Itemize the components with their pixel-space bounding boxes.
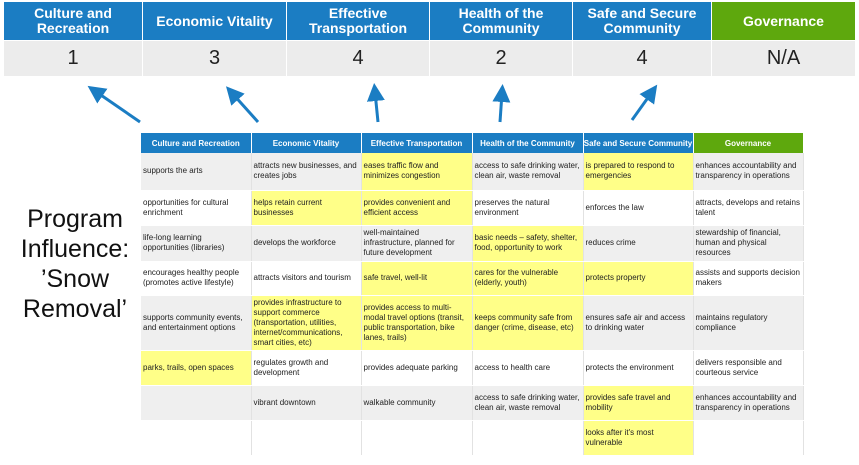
table-header: Economic Vitality [251, 133, 362, 153]
arrow-up-icon [366, 83, 385, 123]
table-cell: cares for the vulnerable (elderly, youth… [472, 261, 584, 296]
category-header: Governance [712, 2, 856, 40]
table-cell: vibrant downtown [251, 385, 362, 421]
table-cell: access to health care [472, 350, 584, 386]
title-line: ’Snow [40, 265, 110, 293]
category-header: Economic Vitality [143, 2, 287, 40]
table-cell: provides convenient and efficient access [361, 190, 473, 226]
arrow-up-icon [630, 84, 658, 121]
table-header: Culture and Recreation [141, 133, 252, 153]
title-line: Program [27, 205, 123, 233]
table-cell: attracts visitors and tourism [251, 261, 362, 296]
table-cell: safe travel, well-lit [361, 261, 473, 296]
category-header: Culture and Recreation [4, 2, 143, 40]
table-row: vibrant downtown walkable community access… [141, 385, 804, 421]
table-row: supports the arts attracts new businesses… [141, 153, 804, 191]
table-cell: well-maintained infrastructure, planned … [361, 225, 473, 262]
table-cell [141, 385, 252, 421]
arrow-up-icon [87, 85, 141, 124]
table-cell: preserves the natural environment [472, 190, 584, 226]
table-cell: supports the arts [141, 153, 252, 191]
table-cell: opportunities for cultural enrichment [141, 190, 252, 226]
table-cell: supports community events, and entertain… [141, 295, 252, 351]
title-line: Removal’ [22, 295, 128, 323]
table-cell: ensures safe air and access to drinking … [583, 295, 694, 351]
influence-table: Culture and Recreation Economic Vitality E… [141, 133, 804, 456]
table-cell: looks after it's most vulnerable [583, 420, 694, 456]
table-row: supports community events, and entertain… [141, 295, 804, 351]
table-header: Health of the Community [472, 133, 584, 153]
table-cell: stewardship of financial, human and phys… [693, 225, 804, 262]
table-cell: parks, trails, open spaces [141, 350, 252, 386]
table-cell: attracts, develops and retains talent [693, 190, 804, 226]
table-row: encourages healthy people (promotes acti… [141, 261, 804, 296]
table-header: Effective Transportation [361, 133, 473, 153]
table-cell: basic needs – safety, shelter, food, opp… [472, 225, 584, 262]
table-cell: keeps community safe from danger (crime,… [472, 295, 584, 351]
table-cell: enforces the law [583, 190, 694, 226]
table-header: Safe and Secure Community [583, 133, 694, 153]
table-cell [361, 420, 473, 456]
category-score: 1 [4, 40, 143, 76]
table-cell: protects property [583, 261, 694, 296]
arrow-up-icon [225, 86, 260, 124]
table-cell: enhances accountability and transparency… [693, 385, 804, 421]
table-cell: enhances accountability and transparency… [693, 153, 804, 191]
table-row: parks, trails, open spaces regulates grow… [141, 350, 804, 386]
table-cell: protects the environment [583, 350, 694, 386]
table-cell: helps retain current businesses [251, 190, 362, 226]
program-title: Program Influence: ’Snow Removal’ [0, 204, 150, 324]
table-cell: assists and supports decision makers [693, 261, 804, 296]
table-cell: is prepared to respond to emergencies [583, 153, 694, 191]
table-cell: provides adequate parking [361, 350, 473, 386]
table-cell [693, 420, 804, 456]
table-cell: encourages healthy people (promotes acti… [141, 261, 252, 296]
table-cell: eases traffic flow and minimizes congest… [361, 153, 473, 191]
category-score: 3 [143, 40, 287, 76]
table-cell: provides infrastructure to support comme… [251, 295, 362, 351]
category-header: Safe and Secure Community [573, 2, 712, 40]
table-cell: access to safe drinking water, clean air… [472, 385, 584, 421]
arrow-up-icon [492, 84, 511, 123]
table-cell: attracts new businesses, and creates job… [251, 153, 362, 191]
table-cell: regulates growth and development [251, 350, 362, 386]
table-cell [141, 420, 252, 456]
table-cell: walkable community [361, 385, 473, 421]
table-cell: provides access to multi-modal travel op… [361, 295, 473, 351]
title-line: Influence: [20, 235, 130, 263]
table-cell: life-long learning opportunities (librar… [141, 225, 252, 262]
table-cell: maintains regulatory compliance [693, 295, 804, 351]
table-row: opportunities for cultural enrichment hel… [141, 190, 804, 226]
table-row: looks after it's most vulnerable [141, 420, 804, 456]
category-score: 4 [287, 40, 430, 76]
category-score: 2 [430, 40, 573, 76]
score-summary: Culture and Recreation Economic Vitality E… [4, 2, 856, 76]
table-cell [472, 420, 584, 456]
table-cell: provides safe travel and mobility [583, 385, 694, 421]
category-header: Effective Transportation [287, 2, 430, 40]
table-cell: reduces crime [583, 225, 694, 262]
category-score: 4 [573, 40, 712, 76]
table-header: Governance [693, 133, 804, 153]
table-cell: access to safe drinking water, clean air… [472, 153, 584, 191]
table-cell: develops the workforce [251, 225, 362, 262]
table-cell: delivers responsible and courteous servi… [693, 350, 804, 386]
table-row: life-long learning opportunities (librar… [141, 225, 804, 262]
category-header: Health of the Community [430, 2, 573, 40]
table-cell [251, 420, 362, 456]
category-score: N/A [712, 40, 856, 76]
